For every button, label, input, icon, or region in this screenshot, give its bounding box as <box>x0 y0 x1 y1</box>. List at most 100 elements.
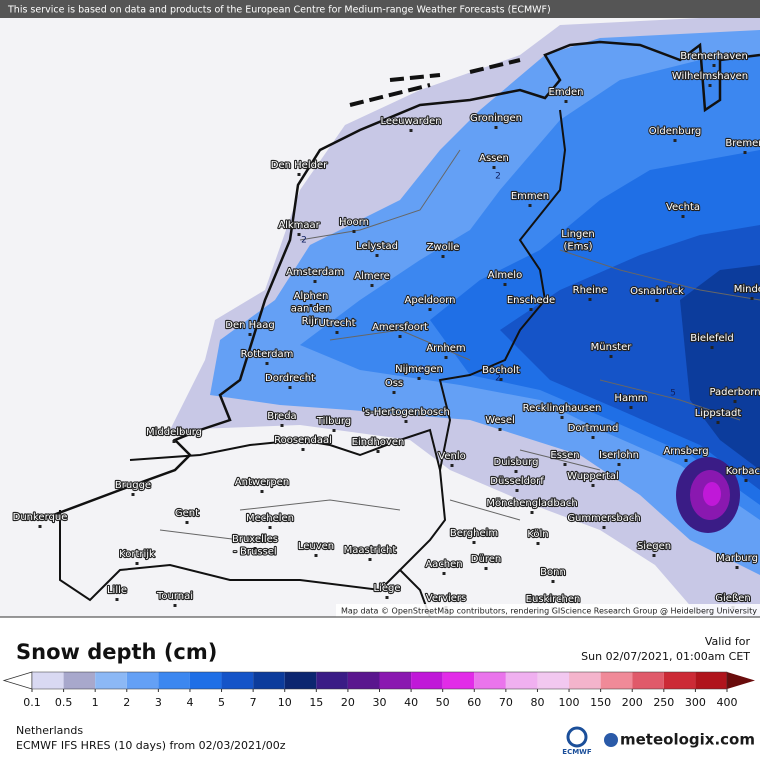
colorbar-segment <box>189 672 222 689</box>
coastline <box>39 40 760 522</box>
place-label: Arnsberg <box>663 446 708 457</box>
place-label: Verviers <box>426 593 467 604</box>
place-dot <box>560 416 564 419</box>
place-label: Lingen <box>561 229 595 240</box>
ecmwf-logo: ECMWF <box>562 748 592 756</box>
colorbar-segment <box>95 672 127 689</box>
colorbar-tick-label: 250 <box>653 696 674 709</box>
place-label: Bremerhaven <box>680 51 748 62</box>
place-label: Alphen <box>294 291 329 302</box>
place-label: Mechelen <box>246 513 294 524</box>
place-label: Emden <box>549 87 584 98</box>
colorbar-tick-label: 4 <box>186 696 193 709</box>
place-dot <box>503 283 507 286</box>
colorbar-tick-label: 60 <box>467 696 481 709</box>
colorbar-tick-label: 30 <box>373 696 387 709</box>
place-dot <box>428 308 432 311</box>
place-dot <box>681 215 685 218</box>
snow-area <box>703 482 721 506</box>
place-dot <box>652 554 656 557</box>
place-labels: Bremerhaven Wilhelmshaven Emden Leeuwarden G… <box>12 50 760 610</box>
place-label: Antwerpen <box>235 477 289 488</box>
place-dot <box>591 436 595 439</box>
place-dot <box>370 284 374 287</box>
place-dot <box>472 541 476 544</box>
colorbar-tick-label: 1 <box>92 696 99 709</box>
place-dot <box>444 356 448 359</box>
place-dot <box>352 230 356 233</box>
place-dot <box>417 377 421 380</box>
place-dot <box>684 459 688 462</box>
place-dot <box>297 233 301 236</box>
place-label: Recklinghausen <box>523 403 602 414</box>
notice-bar <box>0 0 760 18</box>
place-dot <box>712 64 716 67</box>
colorbar-segment <box>600 672 633 689</box>
place-label: Minden <box>734 284 760 295</box>
place-label: Bremen <box>725 138 760 149</box>
place-dot <box>398 335 402 338</box>
colorbar-tick-label: 0.5 <box>55 696 73 709</box>
place-label: Enschede <box>507 295 555 306</box>
place-label: Gießen <box>715 593 750 604</box>
colorbar-segment <box>221 672 254 689</box>
colorbar-tick-label: 200 <box>622 696 643 709</box>
place-dot <box>588 298 592 301</box>
province-border <box>159 149 760 541</box>
place-label: Münster <box>591 342 633 353</box>
colorbar-tick-label: 300 <box>685 696 706 709</box>
place-dot <box>313 280 317 283</box>
place-label: Tournai <box>156 591 193 602</box>
colorbar-segment <box>253 672 285 689</box>
place-dot <box>750 297 754 300</box>
colorbar-segment <box>442 672 475 689</box>
place-dot <box>710 346 714 349</box>
place-label: Bielefeld <box>690 333 734 344</box>
place-label: Leeuwarden <box>380 116 441 127</box>
ecmwf-icon <box>566 726 588 748</box>
place-label: - Brussel <box>233 547 276 558</box>
place-dot <box>551 580 555 583</box>
colorbar-tick-label: 3 <box>155 696 162 709</box>
colorbar-tick-label: 400 <box>717 696 738 709</box>
place-dot <box>743 151 747 154</box>
place-label: Duisburg <box>494 457 539 468</box>
place-label: Arnhem <box>426 343 465 354</box>
place-label: Maastricht <box>344 545 397 556</box>
place-label: Den Haag <box>225 320 275 331</box>
place-label: (Ems) <box>563 242 592 253</box>
legend-title: Snow depth (cm) <box>16 640 217 664</box>
place-dot <box>38 525 42 528</box>
place-label: Gent <box>175 508 199 519</box>
place-dot <box>498 428 502 431</box>
place-label: Nijmegen <box>395 364 443 375</box>
place-label: Korbach <box>726 466 760 477</box>
colorbar-segment <box>347 672 380 689</box>
place-label: Utrecht <box>318 318 355 329</box>
place-dot <box>576 242 580 245</box>
place-dot <box>376 450 380 453</box>
colorbar-segment <box>63 672 96 689</box>
place-dot <box>173 604 177 607</box>
place-label: Bruxelles <box>232 534 278 545</box>
place-dot <box>536 542 540 545</box>
colorbar-segment <box>663 672 696 689</box>
colorbar-segment <box>379 672 412 689</box>
place-label: Kortrijk <box>119 549 155 560</box>
colorbar-tick-label: 70 <box>499 696 513 709</box>
place-label: Rijn <box>302 316 321 327</box>
place-label: Bonn <box>540 567 566 578</box>
place-label: Bocholt <box>482 365 520 376</box>
place-dot <box>297 173 301 176</box>
place-label: Brugge <box>115 480 151 491</box>
place-label: Liège <box>373 582 400 594</box>
place-dot <box>735 566 739 569</box>
place-label: Gummersbach <box>567 513 640 524</box>
colorbar-segment <box>695 672 727 689</box>
colorbar-segment <box>505 672 538 689</box>
place-dot <box>450 464 454 467</box>
place-label: Dunkerque <box>13 512 68 523</box>
place-label: Zwolle <box>427 242 460 253</box>
place-label: Bergheim <box>450 528 498 539</box>
